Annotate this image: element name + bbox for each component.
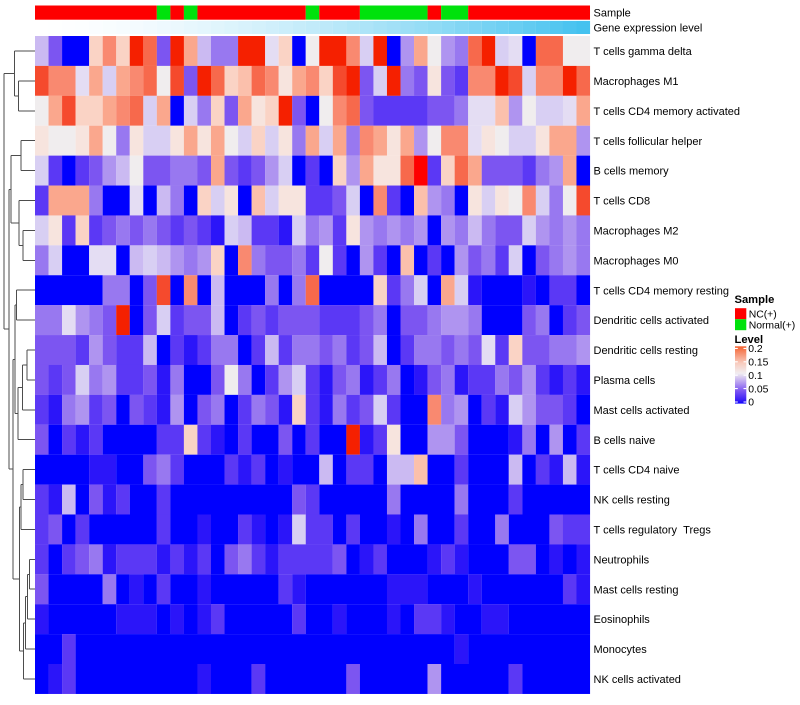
svg-text:0: 0 — [748, 398, 754, 409]
svg-text:Gene expression level: Gene expression level — [594, 23, 703, 35]
svg-text:T cells CD4 naive: T cells CD4 naive — [594, 465, 680, 477]
svg-text:Macrophages M1: Macrophages M1 — [594, 76, 679, 88]
svg-text:T cells follicular helper: T cells follicular helper — [594, 136, 703, 148]
svg-text:0.2: 0.2 — [748, 344, 763, 355]
svg-text:0.1: 0.1 — [748, 371, 763, 382]
svg-text:Dendritic cells resting: Dendritic cells resting — [594, 345, 699, 357]
svg-text:Mast cells activated: Mast cells activated — [594, 405, 690, 417]
svg-text:Macrophages M0: Macrophages M0 — [594, 255, 679, 267]
svg-text:Neutrophils: Neutrophils — [594, 554, 650, 566]
svg-text:Level: Level — [735, 334, 764, 346]
svg-text:T cells gamma delta: T cells gamma delta — [594, 46, 693, 58]
svg-text:0.15: 0.15 — [748, 358, 768, 369]
svg-text:NC(+): NC(+) — [749, 309, 777, 320]
svg-text:Plasma cells: Plasma cells — [594, 375, 656, 387]
svg-text:Sample: Sample — [594, 8, 631, 20]
svg-text:B cells memory: B cells memory — [594, 166, 670, 178]
svg-text:Normal(+): Normal(+) — [749, 320, 795, 331]
svg-text:Sample: Sample — [735, 294, 775, 306]
svg-text:0.05: 0.05 — [748, 384, 768, 395]
svg-text:NK cells activated: NK cells activated — [594, 674, 681, 686]
svg-text:Monocytes: Monocytes — [594, 644, 648, 656]
svg-text:Eosinophils: Eosinophils — [594, 614, 651, 626]
svg-text:T cells CD8: T cells CD8 — [594, 196, 651, 208]
svg-text:Macrophages M2: Macrophages M2 — [594, 226, 679, 238]
svg-text:NK cells resting: NK cells resting — [594, 495, 670, 507]
svg-text:T cells regulatory Tregs: T cells regulatory Tregs — [594, 525, 712, 537]
svg-text:Mast cells resting: Mast cells resting — [594, 584, 679, 596]
svg-text:T cells CD4 memory resting: T cells CD4 memory resting — [594, 285, 730, 297]
svg-text:Dendritic cells activated: Dendritic cells activated — [594, 315, 710, 327]
svg-text:T cells CD4 memory activated: T cells CD4 memory activated — [594, 106, 741, 118]
svg-text:B cells naive: B cells naive — [594, 435, 656, 447]
